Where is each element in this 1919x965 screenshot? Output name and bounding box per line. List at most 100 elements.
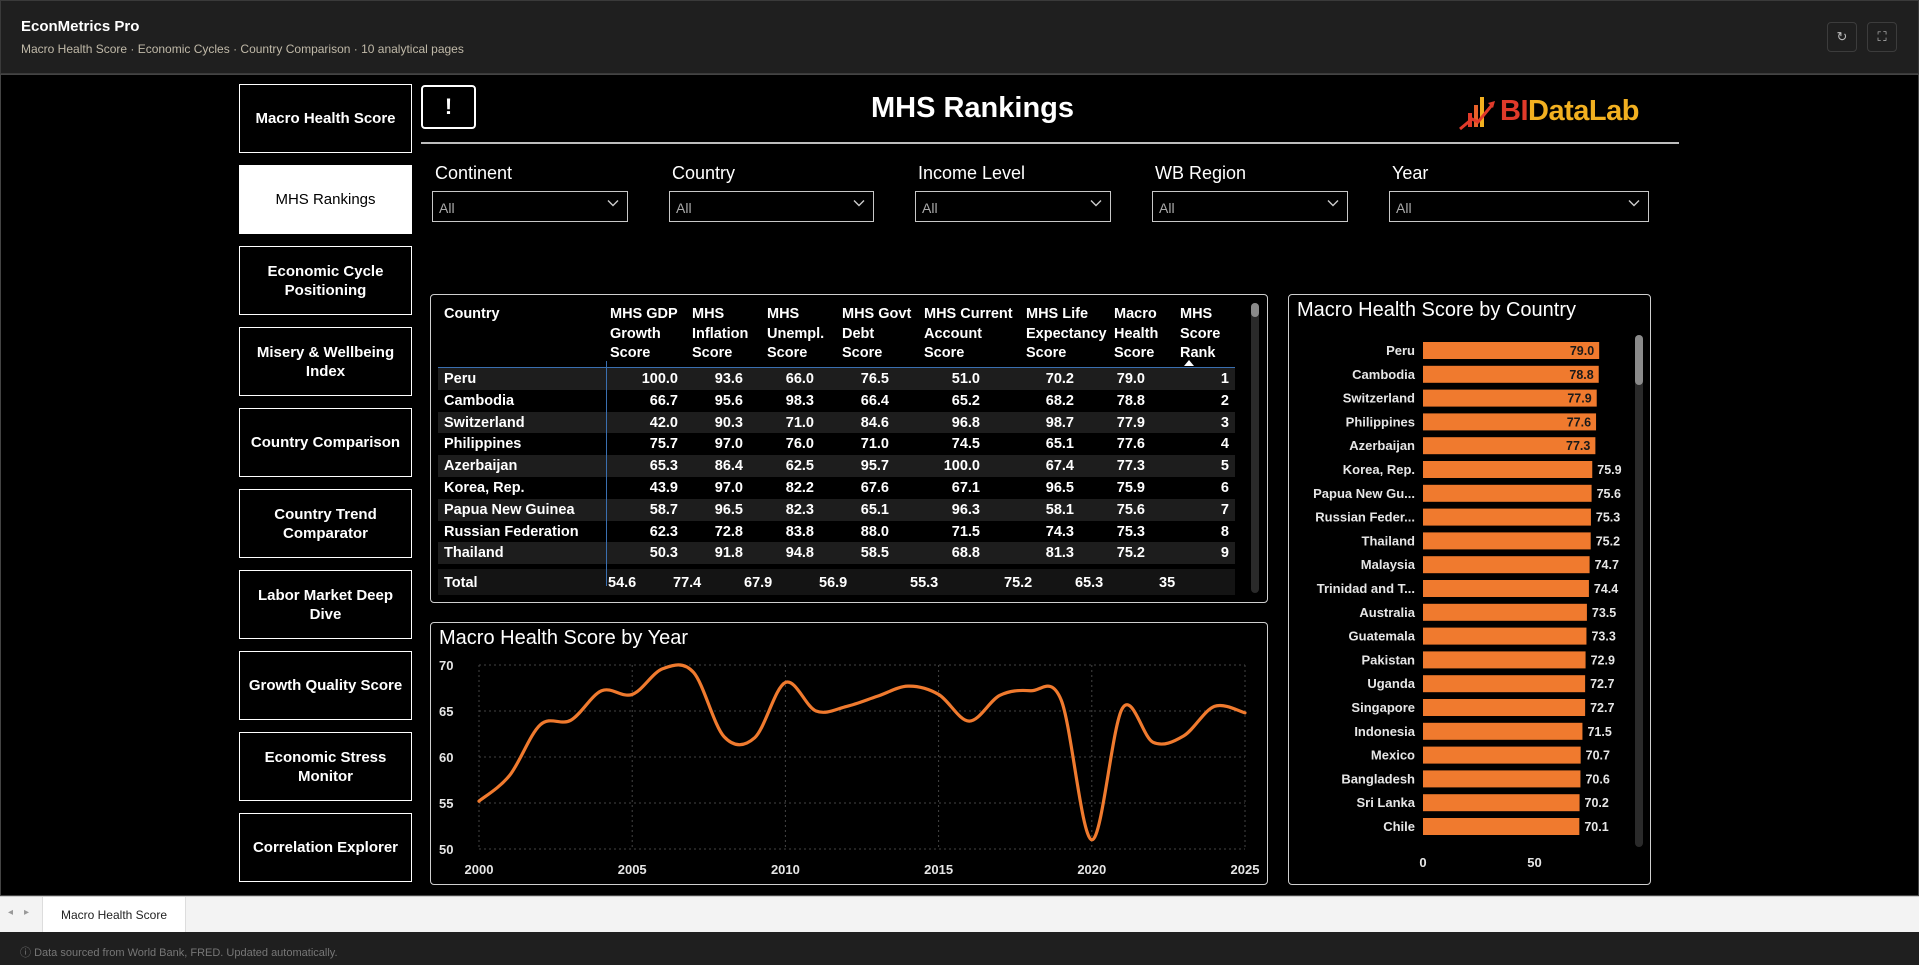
column-header-current-account[interactable]: MHS Current Account Score [924,306,1013,361]
category-label: Guatemala [1349,629,1416,644]
slicer-label-income-level: Income Level [918,163,1026,183]
slicer-wb-region[interactable]: All [1152,191,1348,222]
bar[interactable] [1423,818,1580,835]
bar[interactable] [1423,532,1591,550]
column-header-country[interactable]: Country [444,306,500,322]
logo-text-datalab: DataLab [1528,94,1639,127]
previous-tab-icon[interactable]: ◂ [8,907,14,918]
cell-value: 65.1 [1045,436,1074,453]
slicer-year[interactable]: All [1389,191,1649,222]
category-label: Bangladesh [1341,771,1415,786]
cell-value: 86.4 [714,458,743,475]
info-button[interactable]: ! [421,85,476,129]
data-label: 74.4 [1594,582,1618,596]
bar[interactable] [1423,389,1597,407]
cell-value: 62.5 [785,458,814,475]
bar[interactable] [1423,746,1581,764]
bar[interactable] [1423,580,1589,597]
bar[interactable] [1423,699,1586,716]
bar[interactable] [1423,461,1593,478]
column-header-score-rank[interactable]: MHS Score Rank [1180,306,1221,361]
cell-value: 43.9 [649,479,678,496]
nav-button-label: MHS Rankings [275,191,376,208]
bar[interactable] [1423,508,1591,526]
page-tab-bar: ◂ ▸ Macro Health Score [0,896,1919,933]
column-header-life-expectancy[interactable]: MHS Life Expectancy Score [1026,306,1107,361]
table-row[interactable]: Papua New Guinea 58.7 96.5 82.3 65.1 96.3 58.1… [438,498,1235,521]
bar-chart-scrollbar-thumb[interactable] [1635,335,1643,385]
y-tick-label: 55 [439,796,453,811]
column-header-gdp-growth[interactable]: MHS GDP Growth Score [610,306,678,361]
bar[interactable] [1423,722,1583,740]
nav-button-mhs-rankings[interactable]: MHS Rankings [239,165,412,234]
cell-value: 9 [1220,545,1229,562]
data-label: 70.6 [1585,772,1609,786]
next-tab-icon[interactable]: ▸ [24,907,30,918]
category-label: Philippines [1346,414,1415,429]
data-label: 77.9 [1567,392,1591,406]
nav-button-country-comparison[interactable]: Country Comparison [239,408,412,477]
bar[interactable] [1423,603,1587,621]
bar[interactable] [1423,484,1592,502]
bar[interactable] [1423,675,1586,693]
nav-button-misery-wellbeing-index[interactable]: Misery & Wellbeing Index [239,327,412,396]
cell-value: 77.9 [1116,414,1145,431]
nav-button-labor-market-deep-dive[interactable]: Labor Market Deep Dive [239,570,412,639]
slicer-value: All [676,200,692,216]
table-body: Peru 100.0 93.6 66.0 76.5 51.0 70.2 79.0 1 Cambod… [438,368,1235,565]
table-row[interactable]: Azerbaijan 65.3 86.4 62.5 95.7 100.0 67.4 77.3 5 [438,455,1235,477]
nav-button-country-trend-comparator[interactable]: Country Trend Comparator [239,489,412,558]
nav-button-economic-stress-monitor[interactable]: Economic Stress Monitor [239,732,412,801]
bar[interactable] [1423,365,1599,383]
bar[interactable] [1423,342,1600,359]
slicer-label-year: Year [1392,163,1429,183]
cell-value: 67.1 [951,479,980,496]
cell-value: 95.7 [860,458,889,475]
bar[interactable] [1423,651,1586,669]
cell-country: Peru [444,371,477,387]
table-row[interactable]: Cambodia 66.7 95.6 98.3 66.4 65.2 68.2 78.8 2 [438,390,1235,412]
column-header-govt-debt[interactable]: MHS Govt Debt Score [842,306,912,361]
table-scrollbar-thumb[interactable] [1251,303,1259,317]
nav-button-macro-health-score[interactable]: Macro Health Score [239,84,412,153]
x-tick-label: 50 [1527,855,1541,870]
page-tab-macro-health-score[interactable]: Macro Health Score [42,897,186,933]
slicer-country[interactable]: All [669,191,874,222]
table-row[interactable]: Korea, Rep. 43.9 97.0 82.2 67.6 67.1 96.5 75.9 6 [438,477,1235,499]
table-row[interactable]: Philippines 75.7 97.0 76.0 71.0 74.5 65.1 77.6 4 [438,433,1235,455]
slicer-income-level[interactable]: All [915,191,1111,222]
fullscreen-button[interactable]: ⛶ [1867,22,1897,52]
bar-chart-scrollbar[interactable] [1635,335,1643,847]
bar[interactable] [1423,627,1587,645]
nav-button-economic-cycle-positioning[interactable]: Economic Cycle Positioning [239,246,412,315]
data-label: 72.7 [1590,677,1614,691]
column-header-macro-health-score[interactable]: Macro Health Score [1114,306,1159,361]
fullscreen-icon: ⛶ [1877,29,1887,44]
data-label: 77.6 [1567,415,1591,429]
bar[interactable] [1423,437,1596,455]
nav-button-correlation-explorer[interactable]: Correlation Explorer [239,813,412,882]
table-row[interactable]: Switzerland 42.0 90.3 71.0 84.6 96.8 98.7 77.9 3 [438,411,1235,434]
slicer-continent[interactable]: All [432,191,628,222]
data-label: 74.7 [1595,558,1619,572]
data-label: 72.7 [1590,701,1614,715]
refresh-button[interactable]: ↻ [1827,22,1857,52]
cell-value: 68.8 [951,545,980,562]
category-label: Azerbaijan [1349,438,1415,453]
bar[interactable] [1423,794,1580,812]
bar[interactable] [1423,413,1597,431]
table-row[interactable]: Russian Federation 62.3 72.8 83.8 88.0 71.5 74… [438,521,1235,543]
nav-button-growth-quality-score[interactable]: Growth Quality Score [239,651,412,720]
table-row[interactable]: Peru 100.0 93.6 66.0 76.5 51.0 70.2 79.0 1 [438,368,1235,390]
cell-value: 96.3 [951,501,980,518]
page-tab-label: Macro Health Score [60,908,168,922]
column-header-inflation[interactable]: MHS Inflation Score [692,306,749,361]
category-label: Australia [1359,605,1415,620]
column-header-unemployment[interactable]: MHS Unempl. Score [767,306,825,361]
table-row[interactable]: Thailand 50.3 91.8 94.8 58.5 68.8 81.3 75.2 9 [438,542,1235,565]
bar[interactable] [1423,556,1590,574]
table-scrollbar[interactable] [1251,303,1259,593]
bar[interactable] [1423,770,1581,788]
cell-value: 100.0 [943,458,980,475]
